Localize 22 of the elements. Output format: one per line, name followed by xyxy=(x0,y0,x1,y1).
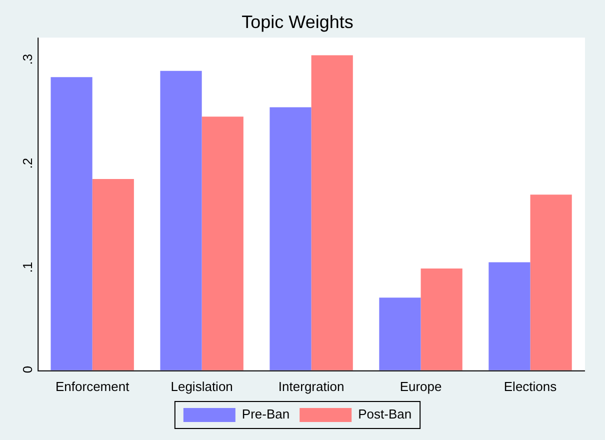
bar xyxy=(420,268,462,370)
y-tick-label: .2 xyxy=(20,158,36,169)
bar xyxy=(488,262,530,370)
bar xyxy=(202,116,244,370)
bar xyxy=(530,194,572,370)
chart-title: Topic Weights xyxy=(242,12,354,32)
bar xyxy=(379,298,421,370)
x-tick-label: Europe xyxy=(400,378,442,394)
x-tick-label: Intergration xyxy=(278,378,344,394)
y-tick-label: .1 xyxy=(20,262,36,273)
bar xyxy=(311,55,353,370)
bar xyxy=(270,107,312,370)
y-tick-label: 0 xyxy=(20,366,36,374)
legend-label: Post-Ban xyxy=(358,406,412,422)
bar xyxy=(92,179,134,370)
bar xyxy=(160,70,202,370)
y-tick-label: .3 xyxy=(20,54,36,65)
legend-label: Pre-Ban xyxy=(242,406,290,422)
x-tick-label: Elections xyxy=(504,378,558,394)
x-tick-label: Enforcement xyxy=(55,378,130,394)
x-tick-label: Legislation xyxy=(170,378,233,394)
bar xyxy=(50,77,92,370)
